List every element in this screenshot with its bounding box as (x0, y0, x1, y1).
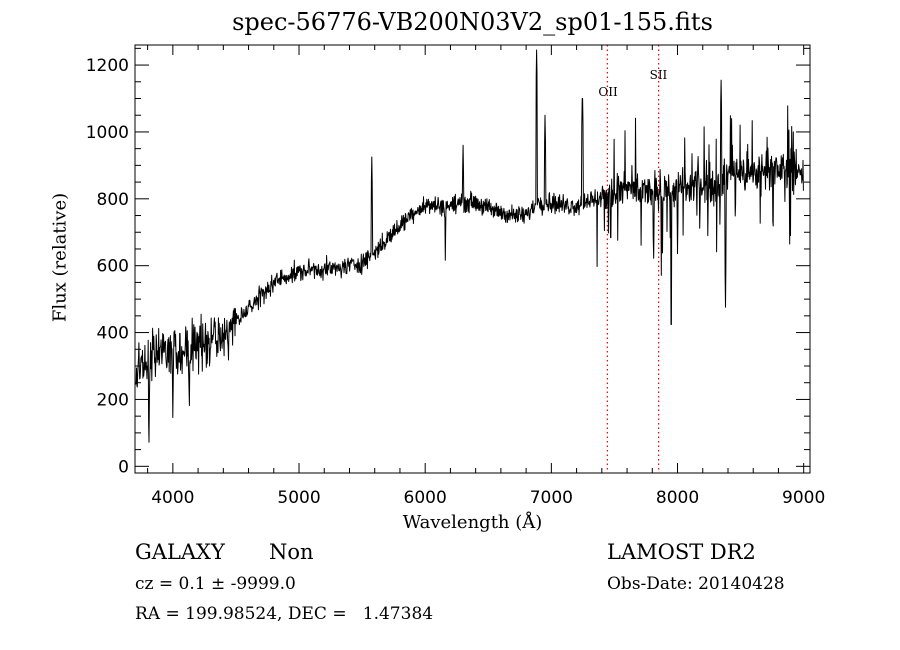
x-tick-label: 9000 (782, 488, 825, 508)
y-tick-label: 400 (97, 324, 129, 344)
x-axis-label: Wavelength (Å) (402, 512, 543, 533)
y-tick-label: 1000 (86, 123, 129, 143)
y-tick-label: 800 (97, 190, 129, 210)
observation-date: Obs-Date: 20140428 (607, 574, 785, 594)
reference-line-label: OII (598, 85, 618, 99)
survey-name: LAMOST DR2 (607, 540, 756, 564)
x-tick-label: 8000 (656, 488, 699, 508)
spectrum-series (134, 49, 804, 443)
reference-line-label: SII (650, 68, 668, 82)
reference-lines: OII SII (598, 45, 668, 473)
x-tick-label: 4000 (151, 488, 194, 508)
axis-tick-labels: 4000 5000 6000 7000 8000 9000 0 200 400 600 800 100… (86, 56, 826, 508)
x-tick-label: 5000 (277, 488, 320, 508)
y-tick-label: 200 (97, 390, 129, 410)
axis-ticks (135, 45, 810, 473)
y-tick-label: 600 (97, 257, 129, 277)
y-axis-label: Flux (relative) (49, 192, 71, 323)
chart-title: spec-56776-VB200N03V2_sp01-155.fits (232, 8, 713, 36)
redshift-value: cz = 0.1 ± -9999.0 (135, 574, 296, 594)
ra-dec-coordinates: RA = 199.98524, DEC = 1.47384 (135, 604, 434, 624)
x-tick-label: 7000 (530, 488, 573, 508)
plot-frame (134, 44, 811, 474)
x-tick-label: 6000 (404, 488, 447, 508)
y-tick-label: 1200 (86, 56, 129, 76)
spectrum-line (134, 49, 804, 443)
object-subclass: Non (269, 540, 314, 564)
object-class: GALAXY (135, 540, 225, 564)
y-tick-label: 0 (118, 457, 129, 477)
